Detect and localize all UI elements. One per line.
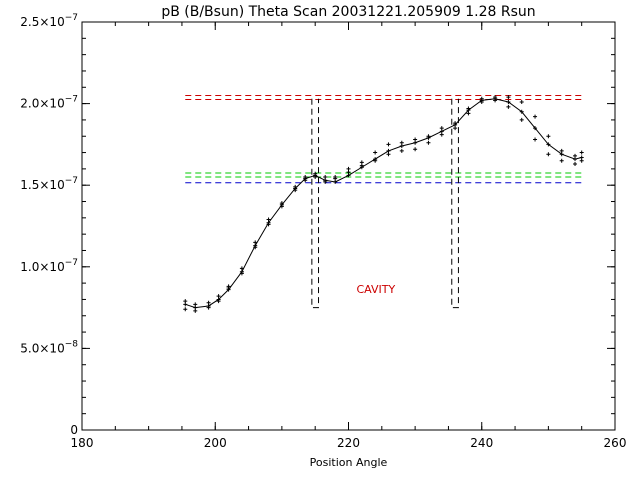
data-point (546, 134, 551, 139)
y-tick-label: 0 (70, 423, 78, 437)
data-point (279, 204, 284, 209)
data-point (216, 299, 221, 304)
data-point (413, 147, 418, 152)
y-tick-label: 1.5×10−7 (20, 176, 78, 192)
x-tick-label: 260 (604, 436, 627, 450)
data-point (426, 134, 431, 139)
y-tick-exponent: −7 (65, 13, 78, 23)
reference-lines (185, 94, 586, 184)
chart-title: pB (B/Bsun) Theta Scan 20031221.205909 1… (161, 4, 535, 20)
data-point (226, 286, 231, 291)
y-tick-base: 0 (70, 423, 78, 437)
data-point (333, 176, 338, 181)
data-point (323, 179, 328, 184)
cavity-boundary (451, 98, 459, 309)
y-tick-base: 1.0×10 (20, 260, 64, 274)
data-point (519, 99, 524, 104)
data-point (386, 152, 391, 157)
data-point (453, 126, 458, 131)
data-point (346, 170, 351, 175)
data-point (239, 271, 244, 276)
data-point (559, 158, 564, 163)
data-point (313, 171, 318, 176)
tick-labels: 180 200 220 240 26005.0×10−81.0×10−71.5×10−7… (20, 13, 626, 450)
y-tick-base: 1.5×10 (20, 178, 64, 192)
x-tick-label: 200 (204, 436, 227, 450)
cavity-label: CAVITY (356, 283, 395, 296)
data-point (239, 266, 244, 271)
data-point (533, 126, 538, 131)
data-point (439, 126, 444, 131)
data-point (533, 114, 538, 119)
data-point (466, 106, 471, 111)
data-point (506, 95, 511, 100)
data-point (519, 109, 524, 114)
data-point (479, 96, 484, 101)
data-point (183, 307, 188, 312)
y-tick-exponent: −8 (65, 339, 79, 349)
data-point (546, 152, 551, 157)
y-tick-label: 2.0×10−7 (20, 95, 78, 111)
data-point (399, 140, 404, 145)
data-point (293, 188, 298, 193)
x-tick-label: 240 (470, 436, 493, 450)
data-point (253, 240, 258, 245)
y-tick-exponent: −7 (65, 258, 78, 268)
data-point (579, 158, 584, 163)
data-point (266, 222, 271, 227)
data-point (426, 140, 431, 145)
data-point (466, 111, 471, 116)
y-tick-label: 1.0×10−7 (20, 258, 78, 274)
y-tick-label: 2.5×10−7 (20, 13, 78, 29)
data-point (579, 150, 584, 155)
data-point (206, 300, 211, 305)
y-tick-base: 2.5×10 (20, 15, 64, 29)
data-point (373, 150, 378, 155)
y-tick-exponent: −7 (65, 95, 78, 105)
data-point (453, 121, 458, 126)
data-point (506, 99, 511, 104)
data-point (533, 137, 538, 142)
x-tick-label: 180 (71, 436, 94, 450)
series-line (185, 98, 582, 309)
plot-frame (81, 21, 616, 431)
axis-ticks (81, 21, 616, 431)
data-series (183, 95, 584, 313)
data-point (359, 163, 364, 168)
annotations: CAVITY (356, 283, 395, 296)
data-point (253, 245, 258, 250)
data-point (193, 308, 198, 313)
x-axis-label: Position Angle (310, 456, 388, 469)
x-tick-label: 220 (337, 436, 360, 450)
data-point (266, 217, 271, 222)
y-tick-exponent: −7 (65, 176, 78, 186)
y-tick-base: 5.0×10 (20, 341, 64, 355)
y-tick-base: 2.0×10 (20, 97, 64, 111)
data-point (413, 137, 418, 142)
data-point (216, 294, 221, 299)
data-point (323, 175, 328, 180)
data-point (506, 104, 511, 109)
cavity-boundary (311, 98, 320, 309)
data-point (183, 299, 188, 304)
data-point (303, 178, 308, 183)
data-point (373, 158, 378, 163)
data-point (386, 142, 391, 147)
data-point (573, 153, 578, 158)
data-point (559, 148, 564, 153)
data-point (493, 95, 498, 100)
data-point (439, 132, 444, 137)
y-tick-label: 5.0×10−8 (20, 339, 78, 355)
data-point (193, 302, 198, 307)
cavity-boundaries (311, 98, 459, 309)
data-point (573, 161, 578, 166)
data-point (546, 142, 551, 147)
data-point (399, 148, 404, 153)
data-point (206, 305, 211, 310)
data-point (519, 117, 524, 122)
